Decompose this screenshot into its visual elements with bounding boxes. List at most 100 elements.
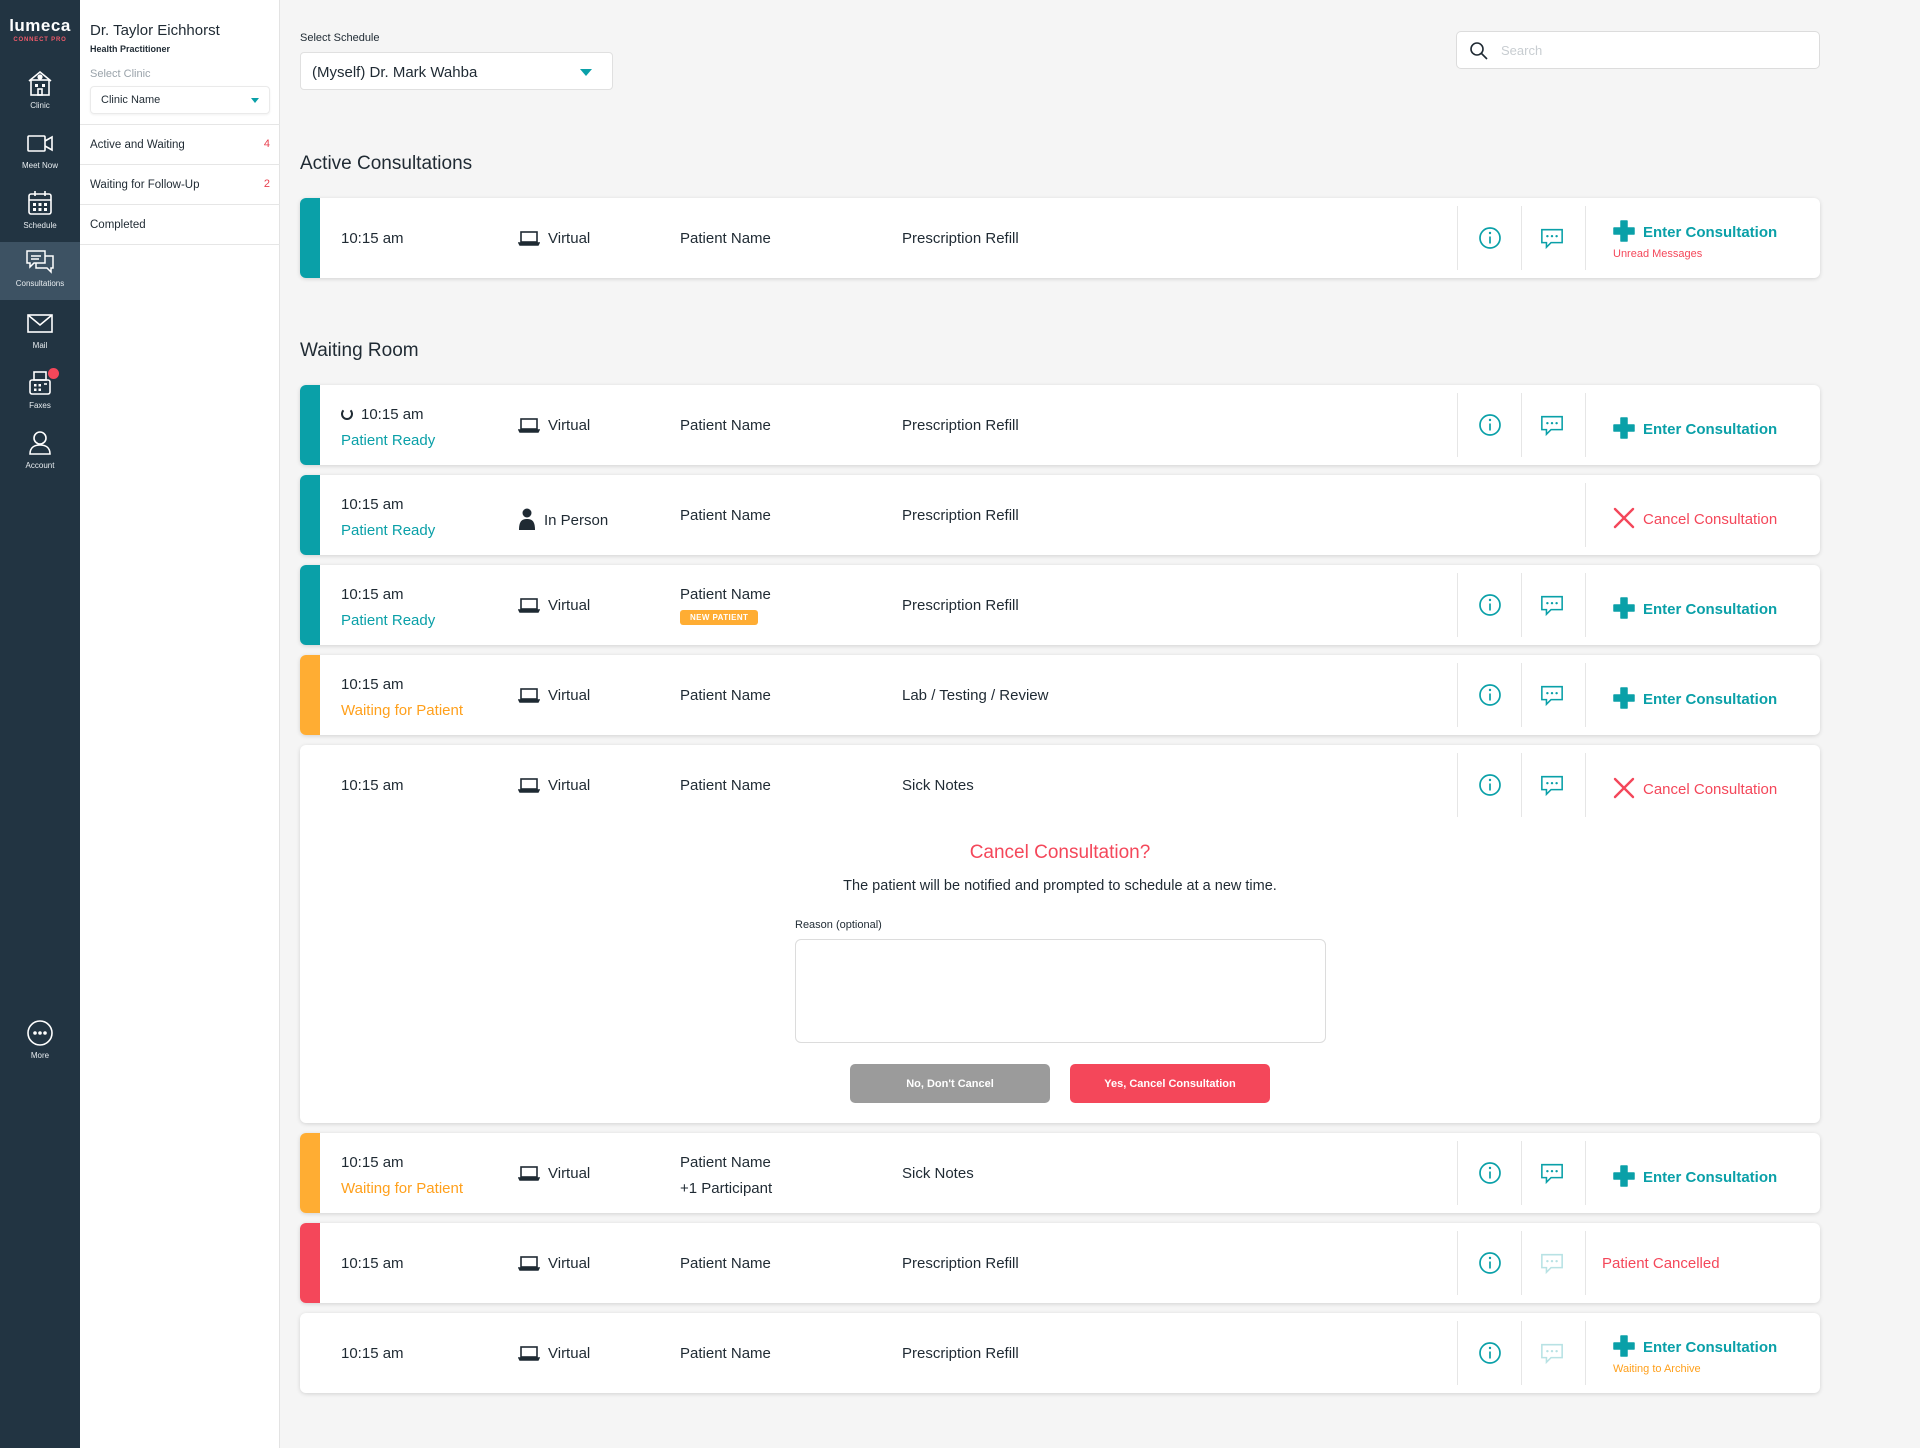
divider: [1521, 753, 1522, 817]
nav-item-faxes[interactable]: Faxes: [0, 364, 80, 422]
consultation-reason: Sick Notes: [902, 1165, 974, 1182]
patient-name: Patient Name: [680, 1255, 771, 1272]
divider: [1585, 1141, 1586, 1205]
search-icon: [1470, 42, 1488, 60]
divider: [1585, 393, 1586, 457]
info-icon[interactable]: [1478, 1251, 1502, 1275]
info-icon[interactable]: [1478, 773, 1502, 797]
chat-bubbles-icon: [26, 250, 54, 274]
nav-item-schedule[interactable]: Schedule: [0, 184, 80, 242]
message-icon-disabled: [1541, 1343, 1563, 1365]
nav-item-meet-now[interactable]: Meet Now: [0, 124, 80, 182]
cancel-consultation-card: 10:15 am Virtual Patient Name Sick Notes…: [300, 745, 1820, 1123]
status-color-bar: [300, 385, 320, 465]
action-label: Enter Consultation: [1643, 691, 1778, 708]
action-label: Enter Consultation: [1643, 1169, 1778, 1186]
message-icon[interactable]: [1540, 683, 1564, 707]
nav-item-more[interactable]: More: [0, 1014, 80, 1072]
user-icon: [29, 431, 51, 455]
enter-consultation-button[interactable]: Enter Consultation: [1613, 687, 1777, 709]
nav-label-account: Account: [25, 461, 55, 470]
nav-item-clinic[interactable]: Clinic: [0, 64, 80, 122]
divider: [1457, 393, 1458, 457]
divider: [1457, 663, 1458, 727]
consultation-time: 10:15 am: [341, 1154, 404, 1171]
menu-item-active-and-waiting[interactable]: Active and Waiting 4: [80, 125, 280, 165]
type-label: Virtual: [548, 597, 591, 614]
unread-messages-status: Unread Messages: [1613, 248, 1703, 260]
status-color-bar: [300, 565, 320, 645]
clinic-select-label: Select Clinic: [90, 68, 151, 80]
status-color-bar: [300, 475, 320, 555]
message-icon[interactable]: [1540, 773, 1564, 797]
cancel-consultation-button[interactable]: Cancel Consultation: [1613, 507, 1777, 529]
reason-field-label: Reason (optional): [795, 919, 882, 931]
consultation-row: 10:15 am Patient Ready In Person Patient…: [300, 475, 1820, 555]
menu-item-completed[interactable]: Completed: [80, 205, 280, 245]
info-icon[interactable]: [1478, 1341, 1502, 1365]
medical-cross-icon: [1613, 687, 1635, 709]
divider: [1457, 573, 1458, 637]
status-color-bar: [300, 1223, 320, 1303]
info-icon[interactable]: [1478, 593, 1502, 617]
laptop-icon: [517, 418, 541, 433]
info-icon[interactable]: [1478, 683, 1502, 707]
divider: [1585, 483, 1586, 547]
message-icon[interactable]: [1540, 226, 1564, 250]
nav-label-meet-now: Meet Now: [21, 161, 58, 170]
patient-name: Patient Name: [680, 507, 771, 524]
brand-name: lumeca: [9, 16, 71, 35]
consultation-time: 10:15 am: [341, 777, 404, 794]
consultation-reason: Lab / Testing / Review: [902, 687, 1049, 704]
consultation-status: Waiting for Patient: [341, 1180, 463, 1197]
medical-cross-icon: [1613, 1165, 1635, 1187]
status-color-bar: [300, 655, 320, 735]
patient-name: Patient Name: [680, 687, 771, 704]
consultation-row: 10:15 am Waiting for Patient Virtual Pat…: [300, 655, 1820, 735]
info-icon[interactable]: [1478, 413, 1502, 437]
enter-consultation-button[interactable]: Enter Consultation: [1613, 1335, 1777, 1357]
nav-label-mail: Mail: [32, 341, 48, 350]
nav-label-consultations: Consultations: [15, 279, 65, 288]
enter-consultation-button[interactable]: Enter Consultation: [1613, 417, 1777, 439]
consultation-row: 10:15 am Waiting for Patient Virtual Pat…: [300, 1133, 1820, 1213]
clinic-select-value: Clinic Name: [101, 94, 161, 106]
consultation-time: 10:15 am: [341, 230, 404, 247]
active-consultations-title: Active Consultations: [300, 153, 473, 174]
message-icon[interactable]: [1540, 1161, 1564, 1185]
message-icon[interactable]: [1540, 593, 1564, 617]
enter-consultation-button[interactable]: Enter Consultation: [1613, 1165, 1777, 1187]
consultation-reason: Prescription Refill: [902, 1345, 1019, 1362]
info-icon[interactable]: [1478, 1161, 1502, 1185]
search-input[interactable]: [1501, 40, 1801, 60]
calendar-icon: [28, 191, 52, 215]
enter-consultation-button[interactable]: Enter Consultation: [1613, 597, 1777, 619]
divider: [1585, 573, 1586, 637]
nav-item-mail[interactable]: Mail: [0, 304, 80, 362]
info-icon[interactable]: [1478, 226, 1502, 250]
type-label: Virtual: [548, 687, 591, 704]
divider: [1521, 206, 1522, 270]
menu-item-waiting-for-follow-up[interactable]: Waiting for Follow-Up 2: [80, 165, 280, 205]
divider: [1457, 206, 1458, 270]
fax-icon: [29, 371, 51, 395]
consultation-row: 10:15 am Virtual Patient Name Prescripti…: [300, 1223, 1820, 1303]
message-icon-disabled: [1541, 1253, 1563, 1275]
menu-item-label: Waiting for Follow-Up: [90, 179, 200, 191]
consultation-type: In Person: [518, 507, 608, 531]
consultation-status: Waiting for Patient: [341, 702, 463, 719]
schedule-select[interactable]: (Myself) Dr. Mark Wahba: [300, 52, 613, 90]
cancel-reason-field[interactable]: [795, 939, 1326, 1043]
dont-cancel-button[interactable]: No, Don't Cancel: [850, 1064, 1050, 1103]
message-icon[interactable]: [1540, 413, 1564, 437]
consultation-time: 10:15 am: [341, 1345, 404, 1362]
divider: [1521, 573, 1522, 637]
consultation-type: Virtual: [517, 597, 591, 614]
enter-consultation-button[interactable]: Enter Consultation: [1613, 220, 1777, 242]
nav-item-account[interactable]: Account: [0, 424, 80, 482]
confirm-cancel-button[interactable]: Yes, Cancel Consultation: [1070, 1064, 1270, 1103]
nav-item-consultations[interactable]: Consultations: [0, 242, 80, 300]
clinic-select[interactable]: Clinic Name: [90, 86, 270, 114]
cancel-consultation-button[interactable]: Cancel Consultation: [1613, 777, 1777, 799]
consultations-panel: Dr. Taylor Eichhorst Health Practitioner…: [80, 0, 280, 1448]
